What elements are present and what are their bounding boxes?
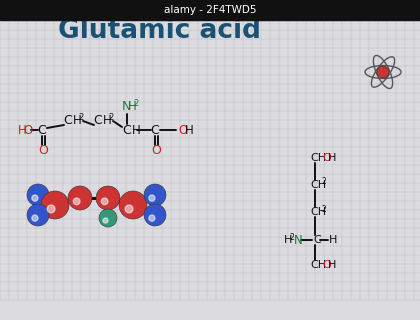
Text: H: H bbox=[18, 124, 27, 137]
Circle shape bbox=[149, 195, 155, 201]
Text: H: H bbox=[328, 153, 336, 163]
Text: H: H bbox=[184, 124, 193, 137]
Circle shape bbox=[73, 198, 80, 205]
Text: 2: 2 bbox=[322, 204, 327, 213]
Text: H: H bbox=[128, 100, 137, 113]
Text: O: O bbox=[38, 143, 48, 156]
Text: 2: 2 bbox=[134, 99, 139, 108]
Text: 2: 2 bbox=[108, 113, 113, 122]
Circle shape bbox=[144, 204, 166, 226]
Text: C: C bbox=[123, 124, 131, 137]
Circle shape bbox=[47, 205, 55, 213]
Text: Glutamic acid: Glutamic acid bbox=[58, 18, 262, 44]
Text: CH: CH bbox=[310, 207, 326, 217]
Circle shape bbox=[119, 191, 147, 219]
Text: C: C bbox=[63, 115, 72, 127]
Circle shape bbox=[99, 209, 117, 227]
Circle shape bbox=[27, 204, 49, 226]
Circle shape bbox=[125, 205, 133, 213]
Circle shape bbox=[41, 191, 69, 219]
Circle shape bbox=[144, 184, 166, 206]
Text: C: C bbox=[94, 115, 102, 127]
Text: N: N bbox=[122, 100, 131, 113]
Text: H: H bbox=[329, 235, 337, 245]
Text: C: C bbox=[38, 124, 46, 137]
Text: H: H bbox=[284, 235, 292, 245]
Text: O: O bbox=[178, 124, 187, 137]
Text: H: H bbox=[73, 115, 82, 127]
Circle shape bbox=[32, 215, 38, 221]
Text: CH: CH bbox=[310, 180, 326, 190]
Text: O: O bbox=[24, 124, 33, 137]
Circle shape bbox=[103, 218, 108, 223]
Text: alamy - 2F4TWD5: alamy - 2F4TWD5 bbox=[164, 5, 256, 15]
Text: 2: 2 bbox=[322, 178, 327, 187]
Text: 2: 2 bbox=[78, 113, 83, 122]
Circle shape bbox=[68, 186, 92, 210]
Text: CH: CH bbox=[310, 260, 326, 270]
Text: O: O bbox=[322, 153, 331, 163]
Text: C: C bbox=[313, 235, 321, 245]
Text: H: H bbox=[132, 124, 141, 137]
Text: O: O bbox=[322, 260, 331, 270]
Circle shape bbox=[101, 198, 108, 205]
Text: H: H bbox=[328, 260, 336, 270]
Circle shape bbox=[32, 195, 38, 201]
Circle shape bbox=[96, 186, 120, 210]
Text: H: H bbox=[103, 115, 112, 127]
Bar bbox=[0, 0, 420, 20]
Circle shape bbox=[27, 184, 49, 206]
Circle shape bbox=[377, 66, 389, 78]
Text: C: C bbox=[151, 124, 159, 137]
Text: N: N bbox=[294, 234, 303, 246]
Text: CH: CH bbox=[310, 153, 326, 163]
Text: 2: 2 bbox=[289, 234, 294, 243]
Circle shape bbox=[149, 215, 155, 221]
Text: O: O bbox=[151, 143, 161, 156]
